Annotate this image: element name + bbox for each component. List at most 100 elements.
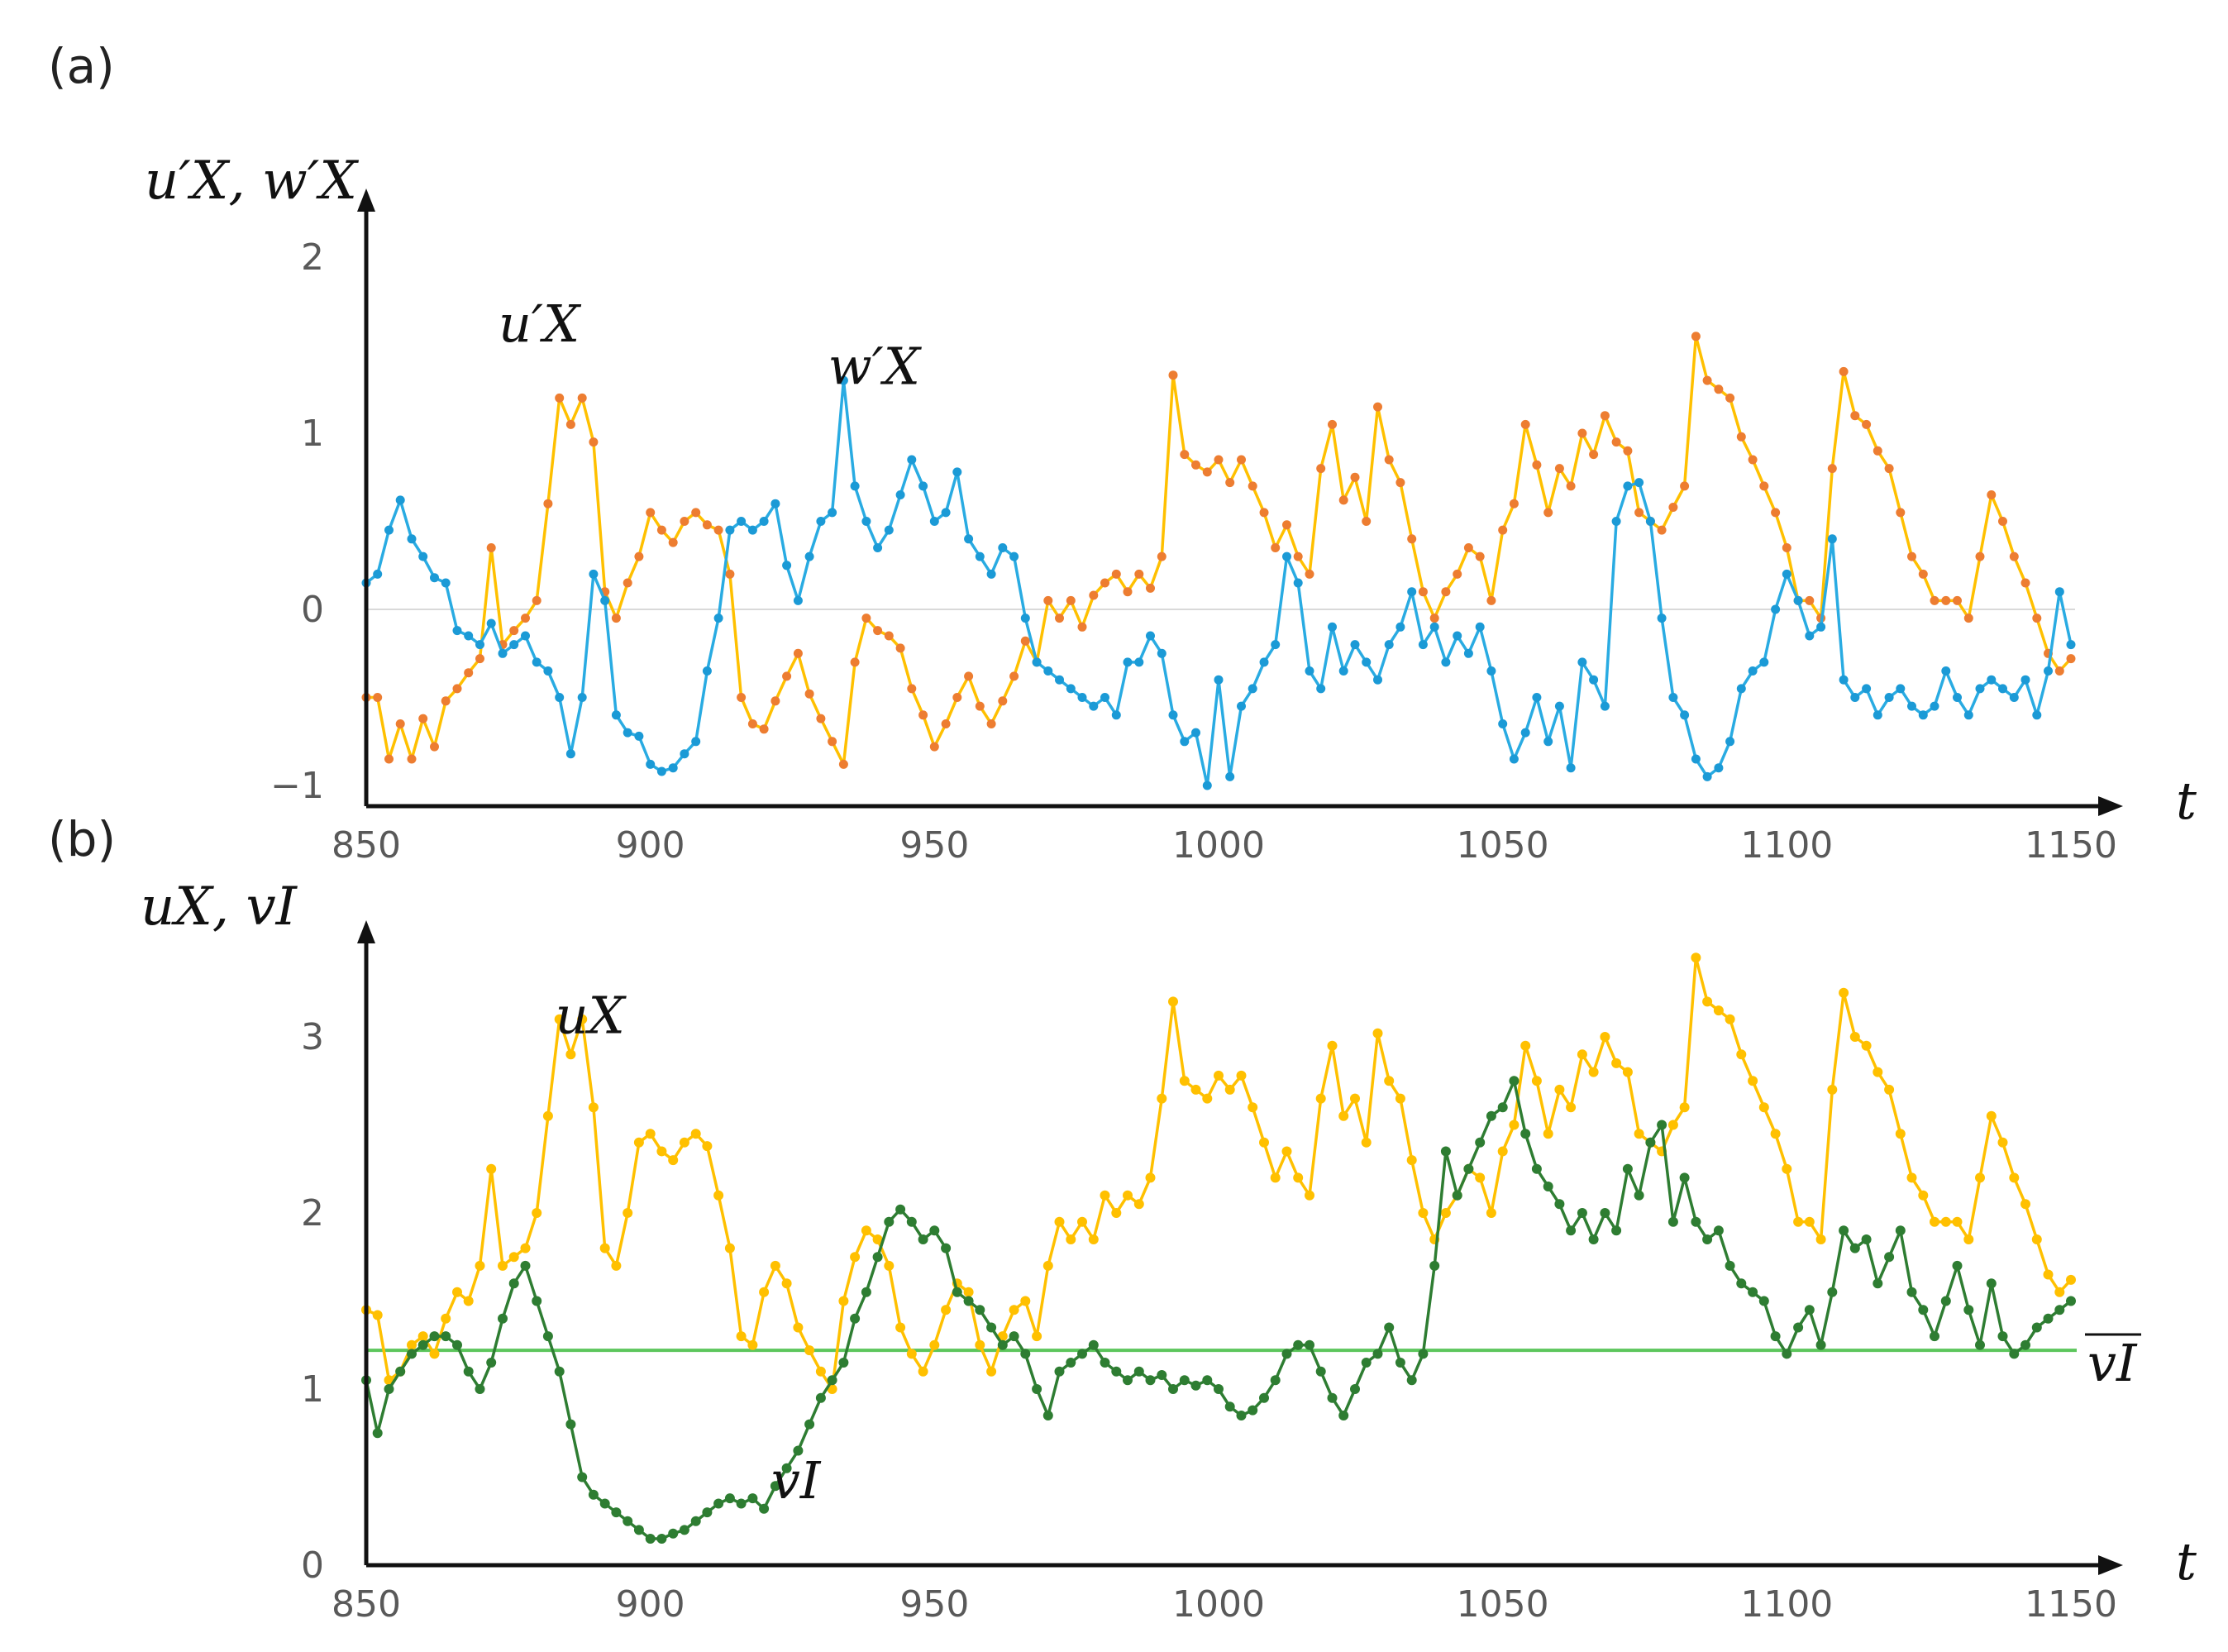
data-point bbox=[1406, 1375, 1417, 1386]
data-point bbox=[1497, 1146, 1508, 1157]
data-point bbox=[1941, 666, 1951, 676]
data-point bbox=[952, 1287, 962, 1297]
data-point bbox=[452, 1339, 462, 1350]
data-point bbox=[713, 614, 723, 623]
data-point bbox=[725, 525, 735, 535]
data-point bbox=[691, 508, 701, 518]
data-point bbox=[452, 684, 462, 694]
panel-b-x-axis-arrow bbox=[2098, 1555, 2123, 1575]
data-point bbox=[929, 1339, 940, 1350]
x-tick-label: 1150 bbox=[2025, 1583, 2117, 1626]
data-point bbox=[1827, 534, 1837, 544]
data-point bbox=[770, 696, 780, 706]
data-point bbox=[633, 1525, 644, 1535]
data-point bbox=[1941, 595, 1951, 605]
data-point bbox=[737, 693, 747, 702]
data-point bbox=[1486, 1208, 1496, 1218]
data-point bbox=[384, 525, 394, 535]
data-point bbox=[656, 525, 666, 535]
data-point bbox=[1577, 1049, 1587, 1060]
data-point bbox=[1077, 1349, 1087, 1359]
data-point bbox=[1054, 1366, 1065, 1377]
data-point bbox=[1395, 478, 1405, 488]
data-point bbox=[986, 569, 996, 579]
data-point bbox=[486, 1358, 497, 1368]
data-point bbox=[2054, 587, 2064, 597]
data-point bbox=[1009, 671, 1019, 681]
data-point bbox=[1611, 1225, 1622, 1236]
data-point bbox=[441, 578, 451, 588]
data-point bbox=[850, 1252, 861, 1263]
data-point bbox=[577, 393, 587, 403]
data-point bbox=[1293, 551, 1303, 561]
data-point bbox=[1714, 384, 1724, 394]
data-point bbox=[1032, 1331, 1042, 1342]
data-point bbox=[372, 1310, 383, 1320]
data-point bbox=[464, 631, 474, 641]
data-point bbox=[702, 666, 712, 676]
data-point bbox=[907, 684, 917, 694]
panel-a-y-ticks: −1 0 1 2 bbox=[270, 236, 324, 807]
data-point bbox=[1270, 1172, 1281, 1183]
data-point bbox=[1532, 460, 1542, 470]
data-point bbox=[1316, 464, 1326, 474]
data-point bbox=[1634, 508, 1644, 518]
data-point bbox=[1361, 1358, 1372, 1368]
data-point bbox=[1463, 648, 1473, 658]
x-tick-label: 950 bbox=[899, 824, 969, 867]
data-point bbox=[918, 1366, 928, 1377]
data-point bbox=[1748, 666, 1758, 676]
data-point bbox=[1782, 569, 1791, 579]
data-point bbox=[1782, 1163, 1792, 1174]
data-point bbox=[1020, 636, 1030, 646]
data-point bbox=[1157, 551, 1166, 561]
data-point bbox=[1782, 1349, 1792, 1359]
data-point bbox=[1373, 675, 1382, 685]
data-point bbox=[532, 1296, 542, 1306]
data-point bbox=[1543, 1182, 1553, 1191]
data-point bbox=[1146, 631, 1155, 641]
data-point bbox=[1270, 1375, 1281, 1386]
data-point bbox=[463, 1296, 474, 1306]
panel-a-series-layer bbox=[361, 332, 2076, 790]
data-point bbox=[1463, 1163, 1474, 1174]
data-point bbox=[895, 1322, 906, 1333]
data-point bbox=[804, 551, 814, 561]
data-point bbox=[1042, 1260, 1053, 1271]
data-point bbox=[1429, 1260, 1440, 1271]
data-point bbox=[417, 1331, 428, 1342]
data-point bbox=[679, 1525, 689, 1535]
data-point bbox=[1145, 1375, 1156, 1386]
data-point bbox=[872, 1252, 883, 1263]
data-point bbox=[998, 543, 1008, 552]
data-point bbox=[1554, 701, 1564, 711]
data-point bbox=[1873, 446, 1882, 456]
data-point bbox=[1475, 551, 1485, 561]
data-point bbox=[1782, 543, 1791, 552]
data-point bbox=[418, 551, 428, 561]
data-point bbox=[998, 696, 1008, 706]
data-point bbox=[1895, 1129, 1906, 1139]
data-point bbox=[2009, 1349, 2020, 1359]
data-point bbox=[2066, 654, 2076, 664]
data-point bbox=[850, 481, 860, 491]
data-point bbox=[1146, 583, 1155, 593]
data-point bbox=[1350, 1384, 1360, 1394]
data-point bbox=[1577, 657, 1587, 667]
data-point bbox=[1850, 411, 1860, 421]
data-point bbox=[1009, 1331, 1019, 1342]
data-point bbox=[1043, 595, 1053, 605]
data-point bbox=[486, 1163, 497, 1174]
data-point bbox=[1350, 472, 1360, 482]
data-point bbox=[1884, 693, 1894, 702]
data-point bbox=[1498, 719, 1508, 728]
data-point bbox=[565, 1049, 576, 1060]
data-point bbox=[1531, 1163, 1542, 1174]
data-point bbox=[895, 490, 905, 499]
data-point bbox=[1032, 657, 1042, 667]
data-point bbox=[1963, 614, 1973, 623]
data-point bbox=[1736, 1049, 1747, 1060]
data-point bbox=[918, 1234, 928, 1244]
data-point bbox=[1907, 701, 1916, 711]
data-point bbox=[1100, 693, 1109, 702]
